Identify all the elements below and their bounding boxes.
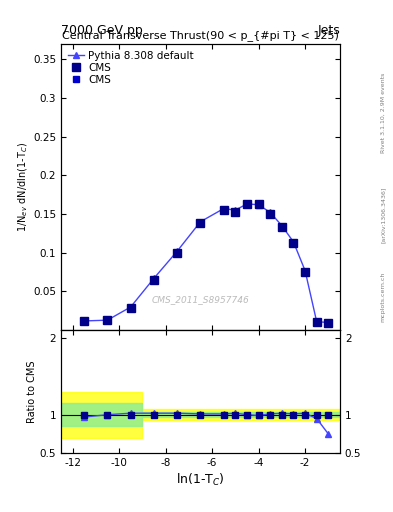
CMS bbox=[244, 201, 249, 207]
CMS bbox=[268, 211, 273, 217]
CMS bbox=[326, 320, 331, 326]
Pythia 8.308 default bbox=[221, 205, 226, 211]
CMS bbox=[175, 250, 180, 256]
CMS bbox=[244, 201, 249, 207]
Line: CMS: CMS bbox=[80, 200, 332, 327]
Pythia 8.308 default bbox=[303, 267, 307, 273]
Legend: Pythia 8.308 default, CMS, CMS: Pythia 8.308 default, CMS, CMS bbox=[66, 49, 196, 87]
CMS bbox=[105, 317, 110, 323]
CMS bbox=[221, 207, 226, 213]
CMS bbox=[314, 319, 319, 326]
CMS bbox=[303, 269, 307, 275]
CMS bbox=[152, 277, 156, 283]
CMS bbox=[198, 220, 203, 226]
Y-axis label: Ratio to CMS: Ratio to CMS bbox=[27, 360, 37, 423]
Line: CMS: CMS bbox=[81, 201, 331, 326]
CMS bbox=[256, 201, 261, 207]
Text: mcplots.cern.ch: mcplots.cern.ch bbox=[381, 272, 386, 322]
Pythia 8.308 default bbox=[233, 207, 238, 213]
CMS bbox=[233, 209, 238, 216]
CMS bbox=[314, 319, 319, 326]
Pythia 8.308 default bbox=[198, 219, 203, 225]
Pythia 8.308 default bbox=[128, 304, 133, 310]
CMS bbox=[128, 305, 133, 311]
Text: CMS_2011_S8957746: CMS_2011_S8957746 bbox=[152, 295, 249, 304]
X-axis label: ln(1-T$_C$): ln(1-T$_C$) bbox=[176, 472, 225, 488]
CMS bbox=[128, 305, 133, 311]
CMS bbox=[175, 250, 180, 256]
Pythia 8.308 default bbox=[152, 275, 156, 282]
CMS bbox=[105, 317, 110, 323]
Pythia 8.308 default bbox=[82, 318, 86, 324]
CMS bbox=[291, 240, 296, 246]
Pythia 8.308 default bbox=[244, 201, 249, 207]
Text: 7000 GeV pp: 7000 GeV pp bbox=[61, 24, 143, 37]
Text: Jets: Jets bbox=[317, 24, 340, 37]
Text: Rivet 3.1.10, 2.9M events: Rivet 3.1.10, 2.9M events bbox=[381, 73, 386, 153]
Pythia 8.308 default bbox=[291, 239, 296, 245]
CMS bbox=[82, 318, 86, 324]
CMS bbox=[291, 240, 296, 246]
Pythia 8.308 default bbox=[326, 319, 331, 326]
CMS bbox=[82, 318, 86, 324]
CMS bbox=[233, 209, 238, 216]
CMS bbox=[303, 269, 307, 275]
CMS bbox=[279, 224, 284, 230]
Y-axis label: 1/N$_{ev}$ dN/d$_{}$ln(1-T$_C$): 1/N$_{ev}$ dN/d$_{}$ln(1-T$_C$) bbox=[17, 142, 30, 232]
CMS bbox=[268, 211, 273, 217]
CMS bbox=[221, 207, 226, 213]
Line: Pythia 8.308 default: Pythia 8.308 default bbox=[81, 201, 331, 325]
CMS bbox=[152, 277, 156, 283]
Text: [arXiv:1306.3436]: [arXiv:1306.3436] bbox=[381, 187, 386, 243]
Pythia 8.308 default bbox=[268, 209, 273, 216]
CMS bbox=[198, 220, 203, 226]
CMS bbox=[256, 201, 261, 207]
Pythia 8.308 default bbox=[175, 248, 180, 254]
Pythia 8.308 default bbox=[279, 223, 284, 229]
CMS bbox=[326, 320, 331, 326]
Pythia 8.308 default bbox=[256, 202, 261, 208]
CMS bbox=[279, 224, 284, 230]
Pythia 8.308 default bbox=[314, 318, 319, 325]
Pythia 8.308 default bbox=[105, 317, 110, 323]
Title: Central Transverse Thrust(90 < p_{#pi T} < 125): Central Transverse Thrust(90 < p_{#pi T}… bbox=[62, 30, 339, 41]
